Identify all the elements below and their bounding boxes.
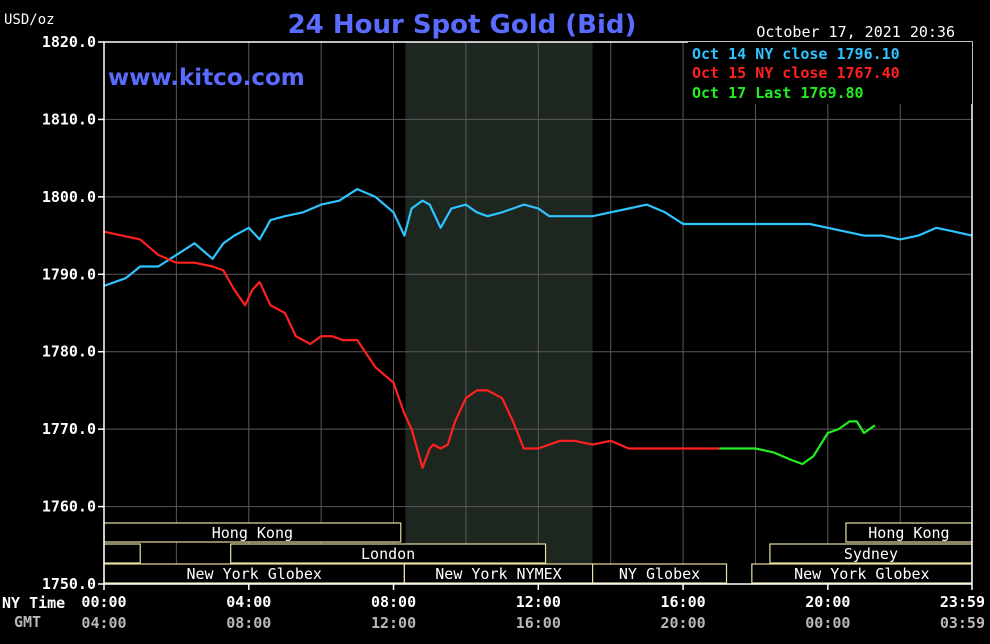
y-tick-label: 1790.0 [42, 265, 96, 283]
y-tick-label: 1820.0 [42, 33, 96, 51]
market-session-label: New York Globex [794, 565, 929, 583]
x-tick-label-gmt: 16:00 [516, 614, 561, 632]
x-tick-label-gmt: 00:00 [805, 614, 850, 632]
market-session-label: London [361, 545, 415, 563]
timestamp: October 17, 2021 20:36 [756, 23, 955, 41]
x-tick-label-gmt: 03:59 [940, 614, 985, 632]
x-tick-label-ny: 16:00 [660, 593, 705, 611]
y-tick-label: 1770.0 [42, 420, 96, 438]
y-axis-ticks: 1820.0 1810.0 1800.0 1790.0 1780.0 1770.0 1760… [42, 33, 104, 593]
market-session-box [230, 543, 547, 564]
x-tick-label-gmt: 20:00 [660, 614, 705, 632]
market-session-label: Hong Kong [868, 524, 949, 542]
y-tick-label: 1750.0 [42, 575, 96, 593]
market-session-label: New York NYMEX [435, 565, 561, 583]
y-tick-label: 1760.0 [42, 498, 96, 516]
x-tick-label-ny: 00:00 [81, 593, 126, 611]
x-axis-ticks: 00:00 04:00 04:00 08:00 08:00 12:00 12:00 16:00… [81, 584, 985, 632]
x-tick-label-ny: 08:00 [371, 593, 416, 611]
market-session-label: NY Globex [619, 565, 700, 583]
series-line-1 [103, 230, 720, 469]
x-tick-label-gmt: 08:00 [226, 614, 271, 632]
legend-entry-oct17: Oct 17 Last 1769.80 [692, 84, 864, 102]
grid-lines [104, 42, 972, 584]
market-sessions: Hong Kong Hong Kong London Sydney New York G… [103, 522, 973, 584]
legend-entry-oct14: Oct 14 NY close 1796.10 [692, 45, 900, 63]
market-session-label: New York Globex [186, 565, 321, 583]
x-tick-label-ny: 12:00 [516, 593, 561, 611]
y-axis-unit: USD/oz [4, 12, 55, 28]
x-tick-label-ny: 23:59 [940, 593, 985, 611]
market-session-label: Hong Kong [212, 524, 293, 542]
y-tick-label: 1780.0 [42, 343, 96, 361]
market-session-box [591, 563, 728, 584]
chart-title: 24 Hour Spot Gold (Bid) [288, 10, 637, 40]
market-session-box [103, 543, 141, 564]
y-tick-label: 1810.0 [42, 110, 96, 128]
gmt-label: GMT [14, 613, 41, 631]
x-tick-label-ny: 20:00 [805, 593, 850, 611]
ny-time-label: NY Time [2, 594, 65, 612]
y-tick-label: 1800.0 [42, 188, 96, 206]
market-session-label: Sydney [844, 545, 898, 563]
x-tick-label-gmt: 04:00 [81, 614, 126, 632]
price-series [103, 188, 973, 469]
kitco-watermark: www.kitco.com [108, 65, 305, 91]
x-tick-label-ny: 04:00 [226, 593, 271, 611]
series-line-0 [103, 188, 973, 287]
x-tick-label-gmt: 12:00 [371, 614, 416, 632]
legend: Oct 14 NY close 1796.10 Oct 15 NY close … [688, 42, 972, 104]
series-line-2 [719, 420, 876, 466]
legend-entry-oct15: Oct 15 NY close 1767.40 [692, 64, 900, 82]
nymex-session-shade [405, 42, 593, 584]
